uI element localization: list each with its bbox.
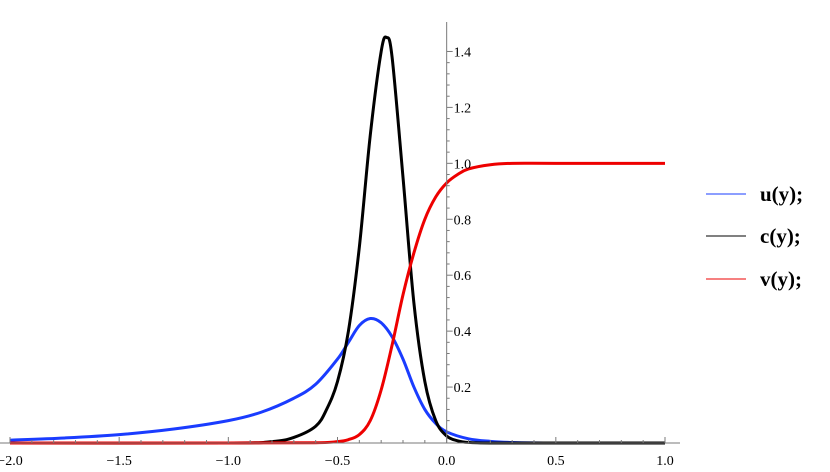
legend-label-c: c(y);: [760, 224, 801, 248]
y-tick-label: 0.6: [454, 269, 472, 284]
x-tick-label: 0.5: [547, 454, 565, 469]
legend-label-u: u(y);: [760, 182, 803, 206]
y-tick-label: 0.4: [454, 325, 472, 340]
x-tick-label: 1.0: [656, 454, 674, 469]
x-tick-label: −1.5: [106, 454, 131, 469]
x-ticks: −2.0 −1.5 −1.0 −0.5 0.0 0.5 1.0: [0, 437, 674, 469]
legend-item-u: u(y);: [706, 182, 803, 206]
legend: u(y); c(y); v(y);: [706, 182, 803, 291]
y-ticks: 0.2 0.4 0.6 0.8 1.0 1.2 1.4: [446, 45, 472, 433]
x-tick-label: −1.0: [216, 454, 241, 469]
y-tick-label: 0.8: [454, 213, 472, 228]
axes-layer: −2.0 −1.5 −1.0 −0.5 0.0 0.5 1.0 0.2 0.4 0.6 0.8 1.…: [0, 22, 680, 469]
y-tick-label: 0.2: [454, 381, 472, 396]
x-tick-label: −2.0: [0, 454, 23, 469]
series-line-uy: [9, 316, 666, 445]
legend-label-v: v(y);: [760, 267, 802, 291]
legend-item-c: c(y);: [706, 224, 801, 248]
legend-item-v: v(y);: [706, 267, 802, 291]
x-tick-label: −0.5: [325, 454, 350, 469]
x-tick-label: 0.0: [438, 454, 456, 469]
series-line-vy: [9, 161, 665, 445]
curves-layer: [9, 35, 666, 445]
y-tick-label: 1.2: [454, 101, 472, 116]
y-tick-label: 1.4: [454, 45, 472, 60]
y-tick-label: 1.0: [454, 157, 472, 172]
series-line-cy: [9, 35, 665, 445]
